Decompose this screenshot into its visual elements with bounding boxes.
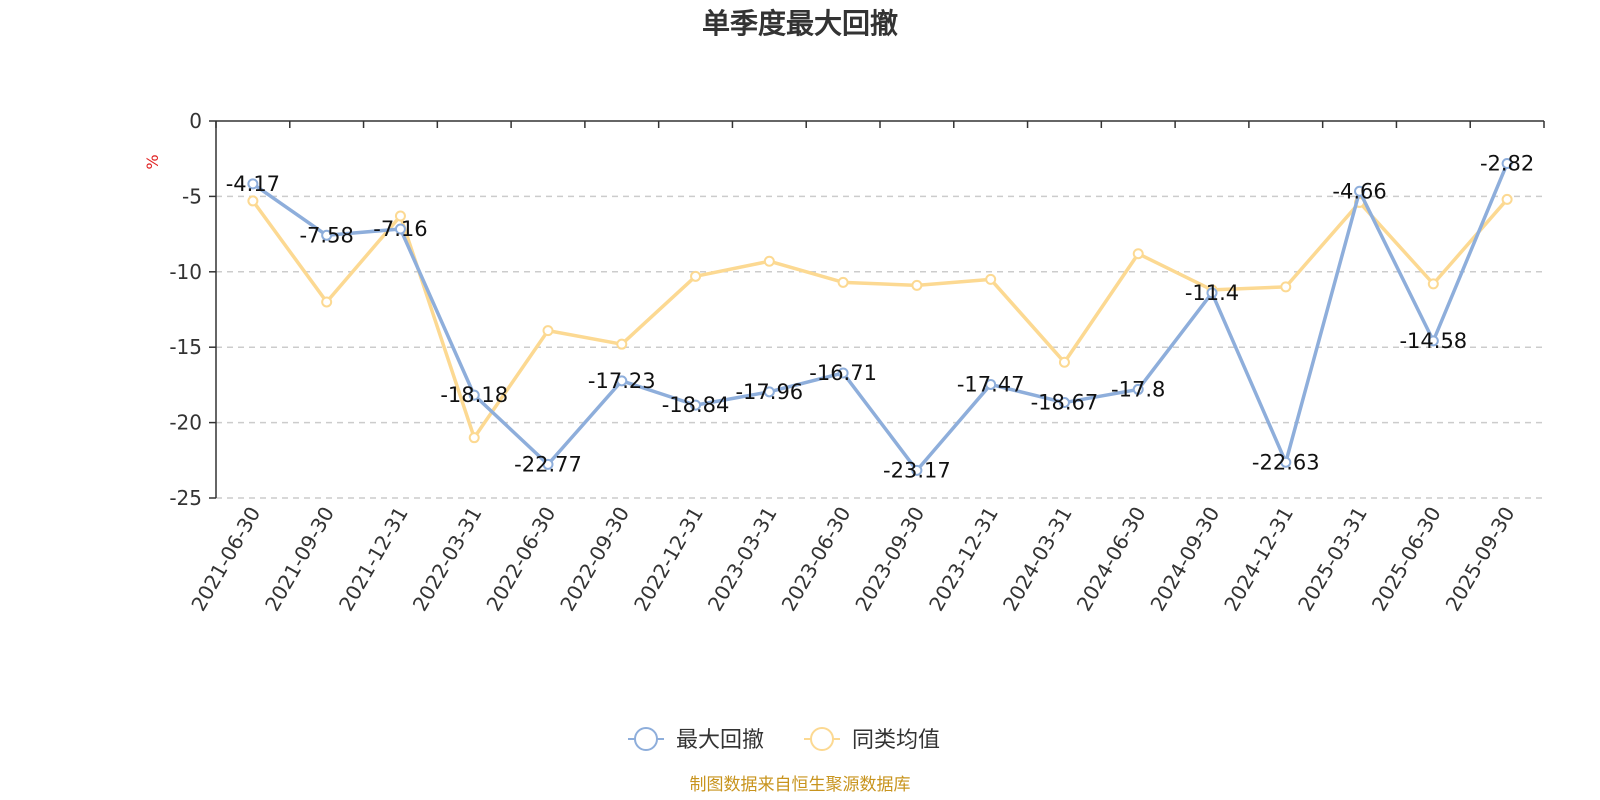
x-tick-label: 2023-09-30: [850, 503, 929, 616]
data-label: -17.23: [588, 369, 656, 393]
data-label: -7.16: [373, 217, 427, 241]
data-label: -17.96: [735, 380, 803, 404]
x-tick-label: 2025-06-30: [1367, 503, 1446, 616]
x-tick-label: 2024-09-30: [1145, 503, 1224, 616]
data-point: [542, 325, 554, 337]
data-label: -4.66: [1332, 179, 1386, 203]
data-source-note: 制图数据来自恒生聚源数据库: [690, 775, 911, 795]
data-label: -18.67: [1031, 391, 1099, 415]
data-point: [690, 399, 702, 411]
data-point: [1501, 158, 1513, 170]
data-label: -22.63: [1252, 450, 1320, 474]
data-point: [1354, 185, 1366, 197]
legend-label: 同类均值: [852, 728, 940, 753]
data-label: -18.84: [662, 393, 730, 417]
x-tick-label: 2021-06-30: [186, 503, 265, 616]
y-tick-label: -5: [182, 184, 202, 208]
series-layer: [247, 158, 1513, 476]
data-point: [690, 270, 702, 282]
data-point: [763, 386, 775, 398]
data-label: -23.17: [883, 458, 951, 482]
data-point: [1206, 287, 1218, 299]
x-tick-label: 2021-12-31: [334, 503, 413, 616]
data-point: [468, 389, 480, 401]
data-label: -2.82: [1480, 152, 1534, 176]
data-point: [616, 375, 628, 387]
data-point: [1427, 278, 1439, 290]
x-tick-label: 2024-06-30: [1072, 503, 1151, 616]
data-point: [247, 195, 259, 207]
data-point: [985, 273, 997, 285]
data-point: [837, 276, 849, 288]
y-tick-label: 0: [189, 109, 202, 133]
data-point: [321, 296, 333, 308]
data-point: [1280, 281, 1292, 293]
data-label: -16.71: [809, 361, 877, 385]
data-labels: -4.17-7.58 -7.16-18.18-22.77-17.23-18.84-…: [226, 152, 1535, 483]
x-tick-label: 2022-03-31: [408, 503, 487, 616]
x-tick-label: 2025-03-31: [1293, 503, 1372, 616]
series-line: [251, 198, 1509, 440]
data-point: [1058, 397, 1070, 409]
data-point: [468, 432, 480, 444]
x-tick-label: 2022-12-31: [629, 503, 708, 616]
data-label: -11.4: [1185, 281, 1239, 305]
y-axis-unit: %: [143, 154, 162, 169]
x-tick-label: 2023-06-30: [777, 503, 856, 616]
series-line: [251, 162, 1509, 473]
data-point: [911, 279, 923, 291]
data-point: [542, 458, 554, 470]
data-point: [247, 178, 259, 190]
data-label: -18.18: [440, 383, 508, 407]
data-point: [616, 338, 628, 350]
x-tick-label: 2024-12-31: [1219, 503, 1298, 616]
data-point: [1058, 356, 1070, 368]
data-point: [394, 210, 406, 222]
data-label: -14.58: [1399, 329, 1467, 353]
data-point: [1427, 335, 1439, 347]
data-point: [837, 367, 849, 379]
data-point: [1280, 456, 1292, 468]
x-tick-label: 2024-03-31: [998, 503, 1077, 616]
data-label: -17.47: [957, 372, 1025, 396]
data-label: -22.77: [514, 452, 582, 476]
data-point: [911, 464, 923, 476]
x-tick-label: 2023-12-31: [924, 503, 1003, 616]
data-point: [763, 255, 775, 267]
legend-label: 最大回撤: [676, 728, 764, 753]
legend-marker-icon: [634, 727, 658, 751]
data-point: [394, 223, 406, 235]
data-point: [1132, 248, 1144, 260]
x-tick-label: 2022-06-30: [481, 503, 560, 616]
chart-title: 单季度最大回撤: [702, 7, 898, 40]
legend-marker-icon: [810, 727, 834, 751]
y-tick-label: -15: [169, 335, 202, 359]
x-tick-label: 2023-03-31: [703, 503, 782, 616]
data-point: [1132, 383, 1144, 395]
y-tick-label: -10: [169, 260, 202, 284]
legend[interactable]: 最大回撤 同类均值: [628, 727, 940, 753]
data-label: -7.58: [299, 223, 353, 247]
x-tick-label: 2021-09-30: [260, 503, 339, 616]
data-label: -17.8: [1111, 377, 1165, 401]
data-point: [1501, 193, 1513, 205]
y-tick-label: -25: [169, 486, 202, 510]
data-label: -4.17: [226, 172, 280, 196]
data-point: [321, 229, 333, 241]
x-tick-label: 2025-09-30: [1441, 503, 1520, 616]
x-tick-label: 2022-09-30: [555, 503, 634, 616]
data-point: [985, 378, 997, 390]
y-tick-label: -20: [169, 411, 202, 435]
